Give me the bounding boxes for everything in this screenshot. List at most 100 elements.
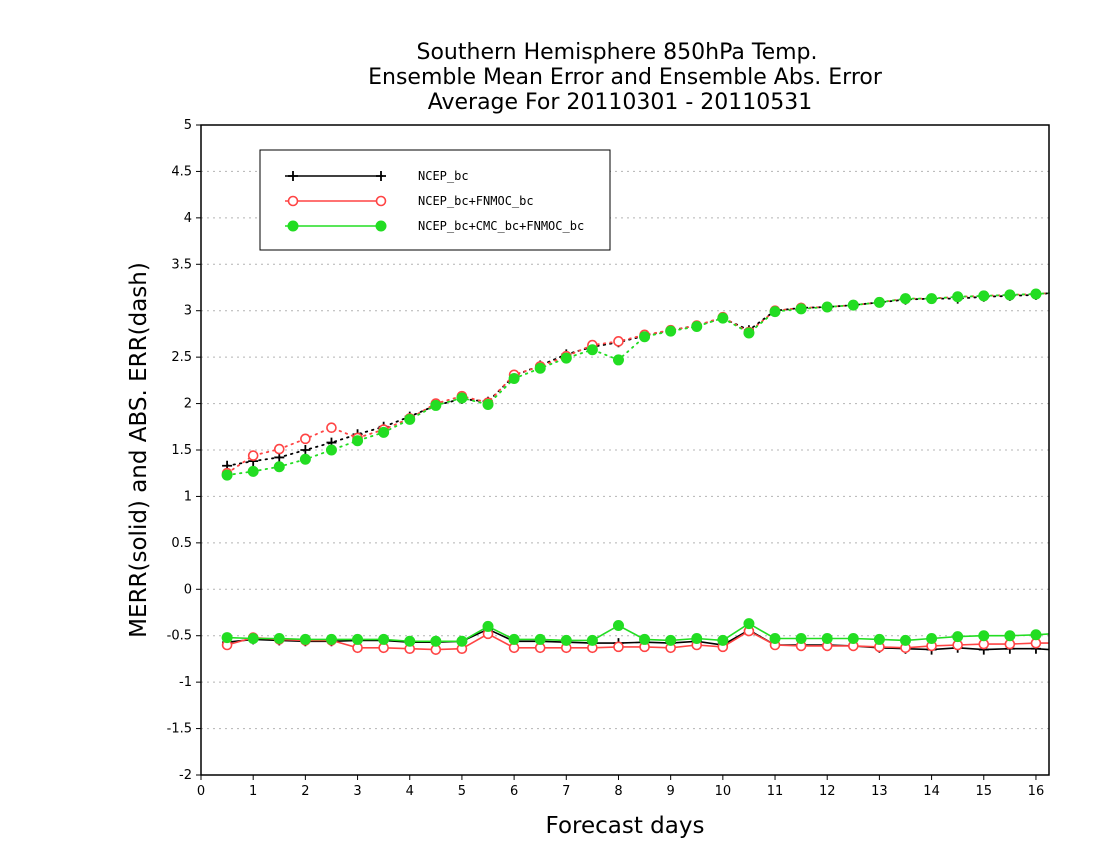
abs-error-point (247, 450, 259, 461)
x-tick-label: 2 (301, 784, 309, 799)
abs-error-point (795, 303, 807, 315)
abs-error-point (430, 399, 442, 411)
abs-error-point (613, 336, 624, 347)
y-tick-label: 1 (184, 489, 192, 504)
x-tick-label: 0 (197, 784, 205, 799)
abs-error-point (978, 290, 990, 302)
abs-error-point (534, 362, 546, 374)
legend-label: NCEP_bc+FNMOC_bc (418, 194, 534, 208)
x-tick-label: 12 (819, 784, 836, 799)
y-tick-label: 0.5 (171, 536, 192, 551)
mean-error-point (325, 633, 337, 645)
x-tick-label: 10 (715, 784, 732, 799)
y-tick-label: 4.5 (171, 164, 192, 179)
mean-error-point (482, 620, 494, 632)
series (221, 288, 1050, 655)
mean-error-point (847, 633, 859, 644)
x-tick-label: 4 (406, 784, 414, 799)
mean-error-point (873, 633, 885, 645)
abs-error-point (404, 413, 416, 425)
mean-error-point (743, 618, 755, 630)
abs-error-point (769, 306, 781, 318)
abs-error-point (1004, 289, 1016, 301)
mean-error-point (926, 633, 938, 644)
legend-marker (288, 171, 298, 181)
mean-error-point (612, 620, 624, 631)
abs-error-point (717, 312, 729, 324)
mean-error-point (952, 631, 964, 643)
x-axis-label: Forecast days (546, 813, 705, 839)
mean-error-point (978, 630, 990, 642)
abs-error-point (639, 331, 651, 343)
abs-error-point (247, 465, 259, 477)
y-tick-label: 5 (184, 118, 192, 133)
mean-error-point (299, 633, 311, 645)
abs-error-point (482, 399, 494, 410)
abs-error-point (300, 445, 311, 455)
abs-error-point (1030, 288, 1042, 300)
x-tick-label: 1 (249, 784, 257, 799)
mean-error-point (613, 641, 624, 653)
abs-error-point (326, 422, 337, 434)
mean-error-point (352, 633, 364, 645)
abs-error-point (873, 296, 885, 308)
x-tick-label: 14 (923, 784, 940, 799)
mean-error-point (691, 633, 703, 644)
mean-error-point (665, 634, 677, 646)
abs-error-point (847, 299, 859, 311)
legend-marker (287, 195, 299, 207)
mean-error-point (560, 634, 572, 646)
x-tick-label: 7 (562, 784, 570, 799)
abs-error-point (456, 392, 468, 404)
mean-error-point (404, 635, 416, 647)
mean-error-point (247, 633, 259, 644)
abs-error-line (226, 292, 1050, 477)
legend-marker (376, 171, 386, 181)
abs-error-point (899, 293, 911, 305)
legend-label: NCEP_bc+CMC_bc+FNMOC_bc (418, 219, 584, 233)
mean-error-point (430, 635, 442, 647)
chart-title-line-3: Average For 20110301 - 20110531 (428, 90, 813, 115)
abs-error-point (926, 293, 938, 305)
y-tick-label: 0 (184, 582, 192, 597)
mean-error-point (899, 634, 911, 646)
mean-error-point (508, 633, 520, 645)
chart-title-line-1: Southern Hemisphere 850hPa Temp. (417, 40, 818, 65)
mean-error-point (534, 633, 546, 645)
y-tick-label: 1.5 (171, 443, 192, 458)
abs-error-point (325, 444, 337, 456)
mean-error-point (717, 634, 729, 646)
x-tick-label: 13 (871, 784, 888, 799)
abs-error-point (300, 433, 311, 445)
legend-marker (375, 220, 387, 232)
x-tick-label: 6 (510, 784, 518, 799)
mean-error-point (769, 633, 781, 644)
legend-box (259, 149, 611, 251)
x-tick-label: 9 (667, 784, 675, 799)
x-tick-label: 15 (975, 784, 992, 799)
legend-label: NCEP_bc (418, 169, 469, 183)
plot-frame (200, 124, 1050, 776)
abs-error-point (691, 321, 703, 332)
y-axis-label: MERR(solid) and ABS. ERR(dash) (126, 262, 152, 638)
series-3 (221, 288, 1050, 647)
abs-error-point (221, 469, 233, 481)
abs-error-point (586, 344, 598, 356)
abs-error-point (352, 435, 364, 447)
y-tick-label: -2 (179, 768, 192, 783)
abs-error-point (378, 426, 390, 438)
y-tick-label: -0.5 (167, 629, 192, 644)
mean-error-point (639, 633, 651, 645)
x-tick-label: 3 (353, 784, 361, 799)
y-tick-label: 3 (184, 304, 192, 319)
abs-error-point (273, 443, 285, 455)
mean-error-point (221, 632, 233, 644)
legend-marker (375, 195, 387, 207)
y-tick-label: -1.5 (167, 722, 192, 737)
mean-error-point (378, 633, 390, 645)
mean-error-point (821, 633, 833, 644)
mean-error-point (273, 633, 285, 644)
y-tick-label: 3.5 (171, 257, 192, 272)
chart-title-line-2: Ensemble Mean Error and Ensemble Abs. Er… (368, 65, 883, 90)
